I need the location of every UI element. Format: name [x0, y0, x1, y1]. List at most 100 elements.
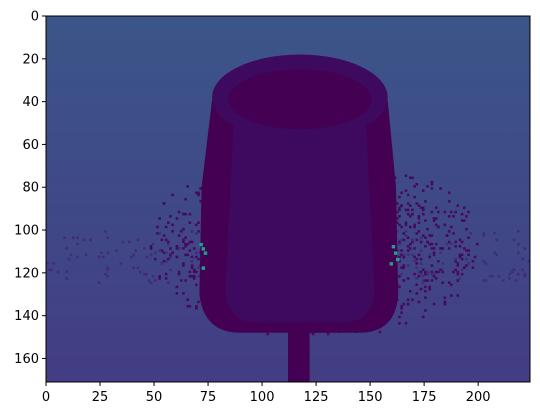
speckle-pixel	[527, 260, 530, 263]
speckle-pixel	[69, 253, 73, 257]
speckle-pixel	[415, 182, 419, 186]
speckle-pixel	[65, 247, 69, 250]
speckle-pixel	[411, 240, 414, 244]
y-tick-label: 160	[14, 352, 39, 367]
speckle-pixel	[426, 279, 429, 282]
speckle-pixel	[415, 262, 419, 265]
speckle-pixel	[508, 277, 511, 280]
speckle-pixel	[188, 270, 192, 274]
highlight-pixel	[201, 266, 206, 270]
speckle-pixel	[195, 251, 198, 254]
speckle-pixel	[167, 281, 170, 284]
speckle-pixel	[138, 270, 142, 274]
speckle-pixel	[419, 287, 423, 291]
speckle-pixel	[149, 247, 153, 250]
highlight-pixel	[393, 251, 398, 255]
speckle-pixel	[443, 300, 447, 304]
speckle-pixel	[186, 298, 190, 302]
speckle-pixel	[430, 210, 434, 214]
speckle-pixel	[413, 195, 416, 199]
x-tick-label: 50	[146, 390, 163, 405]
speckle-pixel	[467, 262, 470, 265]
speckle-pixel	[413, 225, 416, 229]
speckle-pixel	[419, 236, 423, 239]
speckle-pixel	[177, 270, 181, 274]
speckle-pixel	[501, 279, 505, 282]
speckle-pixel	[463, 219, 466, 222]
speckle-pixel	[419, 249, 423, 252]
speckle-pixel	[458, 238, 462, 242]
speckle-pixel	[404, 221, 408, 225]
speckle-pixel	[467, 249, 470, 252]
speckle-pixel	[460, 240, 464, 244]
speckle-pixel	[184, 236, 187, 239]
speckle-pixel	[402, 232, 406, 235]
speckle-pixel	[441, 270, 444, 274]
speckle-pixel	[182, 262, 185, 265]
speckle-pixel	[517, 272, 520, 276]
x-tick-label: 25	[92, 390, 109, 405]
speckle-pixel	[195, 255, 198, 259]
speckle-pixel	[512, 268, 516, 272]
speckle-pixel	[482, 234, 486, 237]
speckle-pixel	[430, 187, 434, 190]
speckle-pixel	[154, 279, 157, 282]
speckle-pixel	[417, 274, 421, 278]
speckle-pixel	[439, 268, 442, 272]
speckle-pixel	[404, 223, 408, 227]
speckle-pixel	[188, 221, 192, 225]
y-tick-label: 100	[14, 224, 39, 239]
speckle-pixel	[48, 268, 51, 272]
speckle-pixel	[162, 251, 166, 254]
speckle-pixel	[432, 217, 436, 220]
speckle-pixel	[417, 217, 421, 220]
speckle-pixel	[517, 230, 520, 233]
speckle-pixel	[460, 212, 464, 216]
cup-rim-inner-region	[228, 69, 372, 130]
speckle-pixel	[430, 270, 434, 274]
speckle-pixel	[434, 217, 438, 220]
speckle-pixel	[439, 247, 442, 250]
x-tick-label: 125	[304, 390, 329, 405]
speckle-pixel	[398, 215, 401, 218]
speckle-pixel	[415, 238, 419, 242]
speckle-pixel	[311, 332, 315, 336]
speckle-pixel	[473, 255, 477, 259]
speckle-pixel	[426, 272, 429, 276]
speckle-pixel	[400, 272, 403, 276]
speckle-pixel	[456, 262, 460, 265]
speckle-pixel	[454, 245, 457, 248]
speckle-pixel	[437, 270, 440, 274]
speckle-pixel	[469, 232, 473, 235]
speckle-pixel	[190, 255, 194, 259]
speckle-pixel	[411, 208, 414, 212]
speckle-pixel	[190, 260, 194, 263]
speckle-pixel	[428, 253, 432, 257]
speckle-pixel	[158, 277, 161, 280]
speckle-pixel	[417, 221, 421, 225]
speckle-pixel	[145, 255, 148, 259]
speckle-pixel	[419, 270, 423, 274]
speckle-pixel	[115, 249, 118, 252]
speckle-pixel	[445, 242, 449, 246]
speckle-pixel	[450, 242, 453, 246]
speckle-pixel	[406, 208, 410, 212]
speckle-pixel	[421, 212, 425, 216]
speckle-pixel	[171, 251, 174, 254]
speckle-pixel	[400, 238, 403, 242]
speckle-pixel	[406, 193, 410, 197]
speckle-pixel	[156, 225, 159, 229]
speckle-pixel	[398, 274, 401, 278]
speckle-pixel	[409, 176, 412, 180]
speckle-pixel	[199, 200, 202, 203]
speckle-pixel	[421, 268, 425, 272]
speckle-pixel	[447, 191, 451, 195]
speckle-pixel	[421, 281, 425, 284]
speckle-pixel	[450, 225, 453, 229]
speckle-pixel	[517, 251, 520, 254]
speckle-pixel	[158, 249, 161, 252]
speckle-pixel	[523, 272, 527, 276]
speckle-pixel	[421, 315, 425, 319]
speckle-pixel	[430, 272, 434, 276]
speckle-pixel	[424, 200, 427, 203]
